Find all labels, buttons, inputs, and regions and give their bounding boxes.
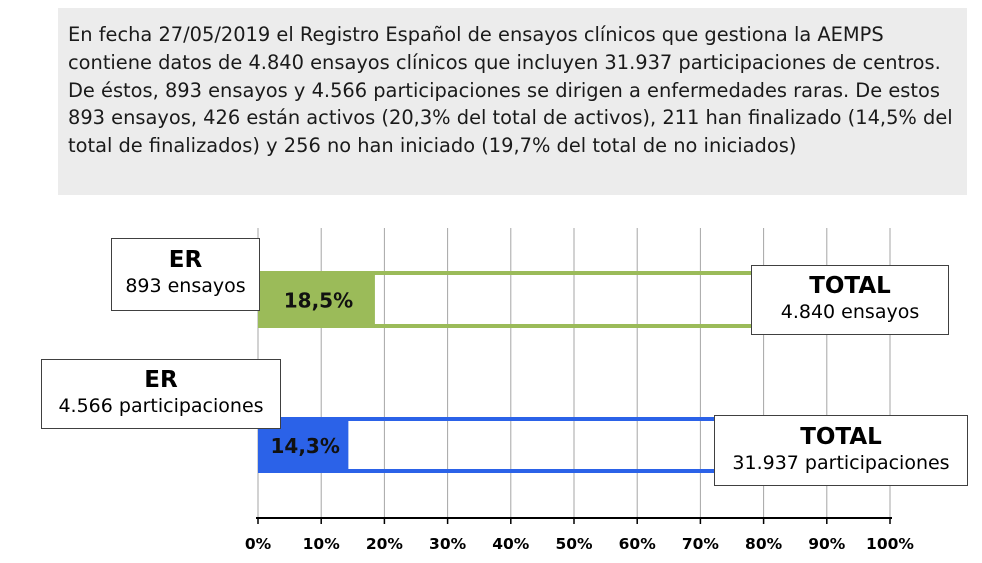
x-tick-label: 30% (429, 535, 467, 553)
x-tick-label: 90% (808, 535, 846, 553)
callout-er-trials: ER 893 ensayos (111, 238, 260, 311)
callout-total-participations-title: TOTAL (800, 424, 882, 450)
bar-value (258, 271, 375, 328)
bar-value-label: 14,3% (270, 434, 339, 458)
callout-total-participations-subtitle: 31.937 participaciones (732, 452, 950, 474)
bar-value-label: 18,5% (284, 289, 353, 313)
callout-er-participations-subtitle: 4.566 participaciones (58, 395, 264, 417)
x-tick-label: 70% (682, 535, 720, 553)
callout-total-trials: TOTAL 4.840 ensayos (751, 265, 949, 335)
callout-total-trials-subtitle: 4.840 ensayos (780, 301, 920, 323)
callout-er-trials-subtitle: 893 ensayos (125, 275, 246, 297)
x-tick-label: 80% (745, 535, 783, 553)
callout-er-trials-title: ER (168, 247, 203, 273)
x-tick-label: 10% (303, 535, 341, 553)
callout-er-participations-title: ER (144, 367, 178, 393)
callout-total-trials-title: TOTAL (809, 273, 891, 299)
callout-er-participations: ER 4.566 participaciones (41, 359, 281, 429)
callout-total-participations: TOTAL 31.937 participaciones (714, 415, 968, 486)
summary-box: En fecha 27/05/2019 el Registro Español … (58, 8, 967, 195)
x-tick-label: 0% (245, 535, 272, 553)
x-tick-label: 20% (366, 535, 404, 553)
x-axis: 0% 10% 20% 30% 40% 50% 60% 70% 80% 90% 100% (245, 517, 914, 553)
x-tick-label: 50% (555, 535, 593, 553)
x-tick-label: 100% (866, 535, 914, 553)
summary-text: En fecha 27/05/2019 el Registro Español … (68, 23, 953, 158)
x-tick-label: 60% (619, 535, 657, 553)
x-tick-label: 40% (492, 535, 530, 553)
